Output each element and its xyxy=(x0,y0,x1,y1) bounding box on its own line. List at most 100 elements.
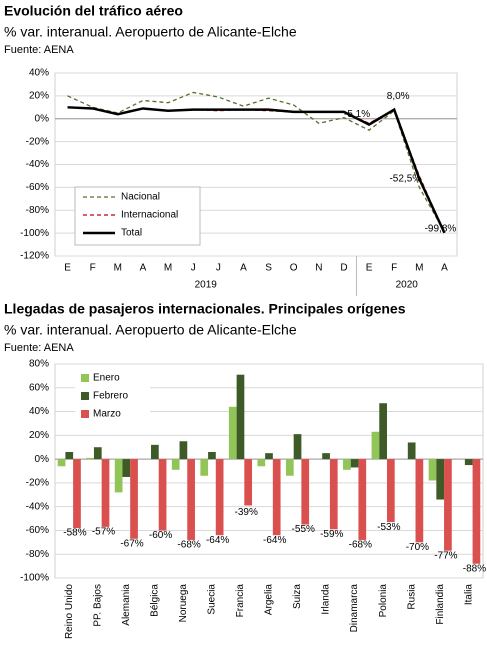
y-tick-label: 80% xyxy=(29,359,49,370)
y-tick-label: 20% xyxy=(29,91,49,102)
value-label: -88% xyxy=(463,563,486,574)
chart-title: Evolución del tráfico aéreo xyxy=(4,3,183,19)
value-label: -59% xyxy=(320,529,343,540)
x-tick-label: Argelia xyxy=(264,584,275,616)
x-tick-label: Polonia xyxy=(378,584,389,618)
bar xyxy=(86,457,94,460)
bar xyxy=(343,459,351,470)
y-tick-label: -20% xyxy=(26,478,49,489)
bar xyxy=(57,459,66,467)
x-tick-label: Irlanda xyxy=(321,584,332,615)
x-tick-label: F xyxy=(90,263,96,274)
bar xyxy=(428,459,437,481)
x-tick-label: S xyxy=(265,263,272,274)
value-label: -77% xyxy=(434,550,457,561)
bar xyxy=(114,459,123,493)
bar xyxy=(464,459,473,466)
chart-title: Llegadas de pasajeros internacionales. P… xyxy=(4,301,406,317)
x-tick-label: Rusia xyxy=(406,584,417,610)
y-tick-label: -120% xyxy=(20,251,49,262)
y-tick-label: -60% xyxy=(26,182,49,193)
value-label: -57% xyxy=(92,527,115,538)
value-label: -60% xyxy=(149,530,172,541)
y-tick-label: 0% xyxy=(35,113,50,124)
x-tick-label: Bélgica xyxy=(150,584,161,617)
y-tick-label: -80% xyxy=(26,205,49,216)
source: Fuente: AENA xyxy=(4,342,74,354)
legend-box xyxy=(74,186,201,246)
bar xyxy=(208,451,216,460)
legend-label: Febrero xyxy=(93,391,128,402)
bar xyxy=(228,406,237,460)
value-label: -64% xyxy=(206,535,229,546)
bar xyxy=(329,459,338,530)
y-tick-label: 0% xyxy=(35,454,50,465)
bar xyxy=(436,459,445,500)
x-tick-label: A xyxy=(441,263,448,274)
x-tick-label: Noruega xyxy=(178,584,189,623)
bar xyxy=(73,459,81,529)
chart-subtitle: % var. interanual. Aeropuerto de Alicant… xyxy=(4,322,297,338)
x-tick-label: Francia xyxy=(235,584,246,618)
x-tick-label: A xyxy=(140,263,147,274)
legend-label: Nacional xyxy=(121,192,160,203)
value-label: -64% xyxy=(263,535,286,546)
chart-subtitle: % var. interanual. Aeropuerto de Alicant… xyxy=(4,24,297,40)
x-tick-label: E xyxy=(64,263,71,274)
bar xyxy=(244,459,253,506)
bar xyxy=(272,459,281,536)
bar xyxy=(444,459,452,551)
value-label: -39% xyxy=(234,507,257,518)
x-tick-label: O xyxy=(290,263,298,274)
x-tick-label: N xyxy=(315,263,322,274)
bar xyxy=(386,459,395,523)
bar xyxy=(257,459,266,467)
bar xyxy=(322,453,330,460)
y-tick-label: -100% xyxy=(20,573,49,584)
bar xyxy=(285,459,294,476)
group-label: 2020 xyxy=(396,280,419,291)
y-tick-label: -100% xyxy=(20,228,49,239)
bar xyxy=(179,441,188,460)
value-label: -58% xyxy=(63,528,86,539)
legend-label: Total xyxy=(121,228,142,239)
source: Fuente: AENA xyxy=(4,44,74,56)
bar xyxy=(265,453,273,460)
y-tick-label: -80% xyxy=(26,549,49,560)
x-tick-label: Alemania xyxy=(121,584,132,626)
line-series xyxy=(67,106,446,234)
value-label: -55% xyxy=(292,524,315,535)
bar xyxy=(407,442,416,460)
bar xyxy=(350,459,359,468)
y-tick-label: -60% xyxy=(26,525,49,536)
bar xyxy=(371,431,380,460)
legend-label: Marzo xyxy=(93,409,121,420)
x-tick-label: J xyxy=(191,263,196,274)
x-tick-label: M xyxy=(415,263,423,274)
bar xyxy=(158,459,167,531)
x-tick-label: F xyxy=(391,263,397,274)
bar xyxy=(101,459,110,527)
legend-swatch xyxy=(81,392,89,400)
x-tick-label: M xyxy=(164,263,172,274)
y-tick-label: -20% xyxy=(26,136,49,147)
group-label: 2019 xyxy=(195,280,218,291)
value-label: -70% xyxy=(406,542,429,553)
bar xyxy=(358,459,367,540)
x-tick-label: Dinamarca xyxy=(349,584,360,633)
x-tick-label: J xyxy=(216,263,221,274)
y-tick-label: -40% xyxy=(26,159,49,170)
bar xyxy=(93,447,102,460)
bar xyxy=(122,459,131,477)
y-tick-label: 60% xyxy=(29,382,49,393)
x-tick-label: Suecia xyxy=(207,584,218,615)
value-label: 8,0% xyxy=(387,91,410,102)
value-label: -67% xyxy=(120,538,143,549)
bar xyxy=(415,459,424,543)
bar xyxy=(379,403,387,460)
x-tick-label: M xyxy=(114,263,122,274)
value-label: -68% xyxy=(177,540,200,551)
bar xyxy=(187,459,195,540)
bar xyxy=(130,459,138,539)
